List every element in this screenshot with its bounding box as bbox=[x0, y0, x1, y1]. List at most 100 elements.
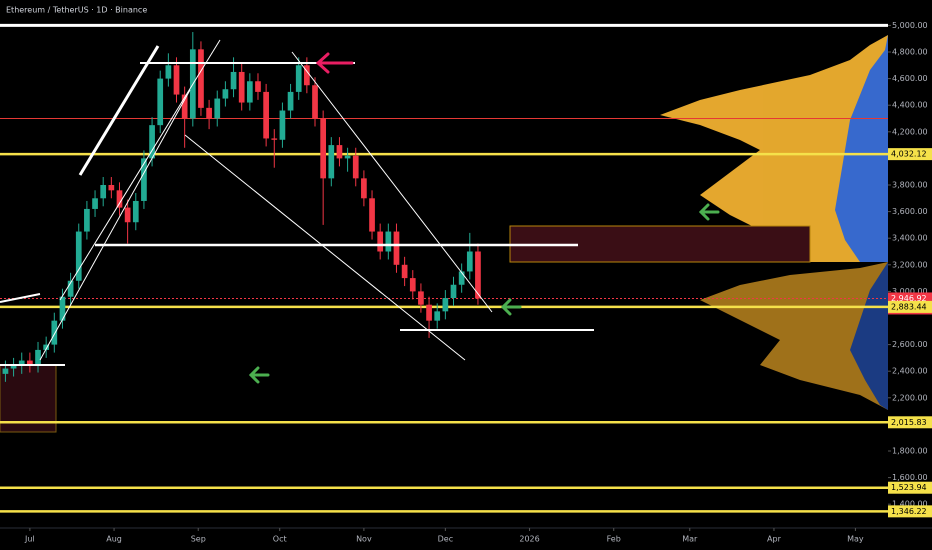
arrow bbox=[698, 203, 720, 221]
candle-body bbox=[35, 349, 41, 365]
price-badge-label: 2,883.44 bbox=[891, 302, 927, 311]
candle-body bbox=[116, 190, 123, 208]
candle-body bbox=[198, 49, 204, 108]
candle-body bbox=[263, 91, 269, 139]
candle-body bbox=[344, 155, 351, 159]
x-tick-label: Aug bbox=[106, 535, 122, 544]
candle-body bbox=[287, 91, 294, 111]
candle-body bbox=[238, 71, 245, 103]
candle-body bbox=[27, 360, 33, 365]
y-tick-label: 4,600.00 bbox=[892, 74, 928, 83]
price-badge-label: 2,015.83 bbox=[891, 418, 927, 427]
candle-body bbox=[426, 304, 432, 321]
y-tick-label: 1,800.00 bbox=[892, 446, 928, 455]
y-tick-label: 3,800.00 bbox=[892, 180, 928, 189]
price-badge-label: 1,523.94 bbox=[891, 483, 927, 492]
candle-body bbox=[84, 208, 90, 232]
candle-body bbox=[401, 264, 408, 279]
candle-body bbox=[157, 78, 164, 126]
candle-body bbox=[377, 231, 384, 252]
candle-body bbox=[108, 184, 115, 191]
candle-body bbox=[320, 118, 327, 179]
arrows bbox=[248, 52, 720, 384]
y-tick-label: 2,600.00 bbox=[892, 340, 928, 349]
x-tick-label: Oct bbox=[273, 535, 287, 544]
y-tick-label: 4,400.00 bbox=[892, 101, 928, 110]
y-tick-label: 3,600.00 bbox=[892, 207, 928, 216]
candle-body bbox=[222, 89, 229, 99]
price-badge-label: 4,032.12 bbox=[891, 150, 927, 159]
candle-body bbox=[312, 85, 318, 119]
y-tick-label: 2,400.00 bbox=[892, 367, 928, 376]
trend-line bbox=[184, 134, 466, 361]
candle-body bbox=[246, 81, 253, 103]
x-tick-label: Sep bbox=[191, 535, 206, 544]
candle-body bbox=[10, 365, 17, 369]
trend-line bbox=[59, 39, 221, 301]
candle-body bbox=[450, 284, 457, 299]
candle-body bbox=[328, 145, 335, 179]
candle-body bbox=[393, 231, 400, 265]
y-tick-label: 3,400.00 bbox=[892, 234, 928, 243]
candle-body bbox=[336, 145, 343, 159]
candle-body bbox=[279, 110, 286, 140]
price-badge bbox=[888, 300, 932, 313]
candle-body bbox=[2, 368, 9, 374]
candle-body bbox=[255, 81, 261, 92]
candle-body bbox=[181, 94, 188, 119]
candle-body bbox=[369, 198, 375, 232]
candle-body bbox=[59, 296, 66, 321]
candle-body bbox=[442, 298, 449, 312]
candle-body bbox=[409, 278, 416, 292]
y-tick-label: 4,800.00 bbox=[892, 48, 928, 57]
candle-body bbox=[230, 71, 237, 90]
candle-body bbox=[206, 107, 212, 119]
price-badge-label: 1,346.22 bbox=[891, 507, 927, 516]
candle-body bbox=[92, 198, 98, 209]
candle-body bbox=[214, 98, 221, 119]
candle-body bbox=[18, 360, 25, 366]
x-tick-label: Jul bbox=[24, 535, 35, 544]
candle-body bbox=[141, 158, 147, 201]
candle-body bbox=[173, 65, 180, 95]
candle-body bbox=[434, 311, 441, 321]
y-tick-label: 4,200.00 bbox=[892, 127, 928, 136]
candle-body bbox=[352, 155, 359, 179]
trend-line bbox=[0, 293, 41, 303]
candle-body bbox=[100, 184, 107, 199]
candle-body bbox=[475, 251, 481, 299]
candle-body bbox=[418, 291, 424, 305]
candle-body bbox=[295, 65, 302, 92]
candle-body bbox=[466, 251, 473, 272]
chart-title: Ethereum / TetherUS · 1D · Binance bbox=[6, 6, 147, 15]
arrow bbox=[500, 298, 522, 316]
y-tick-label: 1,600.00 bbox=[892, 473, 928, 482]
x-tick-label: Apr bbox=[767, 535, 782, 544]
x-tick-label: Dec bbox=[438, 535, 453, 544]
candle-body bbox=[304, 65, 310, 86]
y-tick-label: 5,000.00 bbox=[892, 21, 928, 30]
candle-body bbox=[165, 65, 172, 79]
candle-body bbox=[124, 207, 131, 223]
drawings bbox=[0, 39, 594, 366]
trend-line bbox=[78, 45, 160, 176]
y-tick-label: 3,200.00 bbox=[892, 260, 928, 269]
x-tick-label: Mar bbox=[682, 535, 698, 544]
y-tick-label: 1,400.00 bbox=[892, 500, 928, 509]
x-tick-label: May bbox=[847, 535, 864, 544]
y-tick-label: 3,000.00 bbox=[892, 287, 928, 296]
arrow bbox=[248, 366, 270, 384]
candle-body bbox=[75, 231, 82, 281]
candle-body bbox=[51, 320, 58, 345]
candle-body bbox=[271, 138, 278, 140]
candle-body bbox=[361, 178, 367, 199]
arrow bbox=[315, 52, 354, 74]
x-tick-label: 2026 bbox=[519, 535, 539, 544]
candle-body bbox=[458, 271, 465, 285]
y-tick-label: 2,200.00 bbox=[892, 393, 928, 402]
candle-body bbox=[67, 280, 74, 297]
candle-body bbox=[43, 344, 50, 350]
price-badge bbox=[888, 505, 932, 518]
